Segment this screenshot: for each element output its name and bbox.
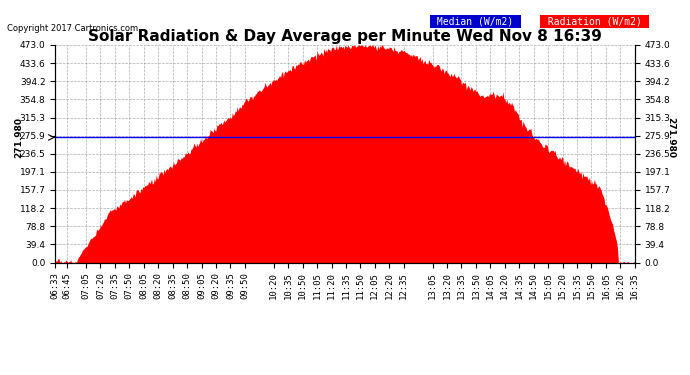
Title: Solar Radiation & Day Average per Minute Wed Nov 8 16:39: Solar Radiation & Day Average per Minute… [88, 29, 602, 44]
Text: 271.980: 271.980 [667, 117, 676, 158]
Text: Radiation (W/m2): Radiation (W/m2) [542, 17, 647, 27]
Text: 271.980: 271.980 [14, 117, 23, 158]
Text: Copyright 2017 Cartronics.com: Copyright 2017 Cartronics.com [7, 24, 138, 33]
Text: Median (W/m2): Median (W/m2) [431, 17, 520, 27]
